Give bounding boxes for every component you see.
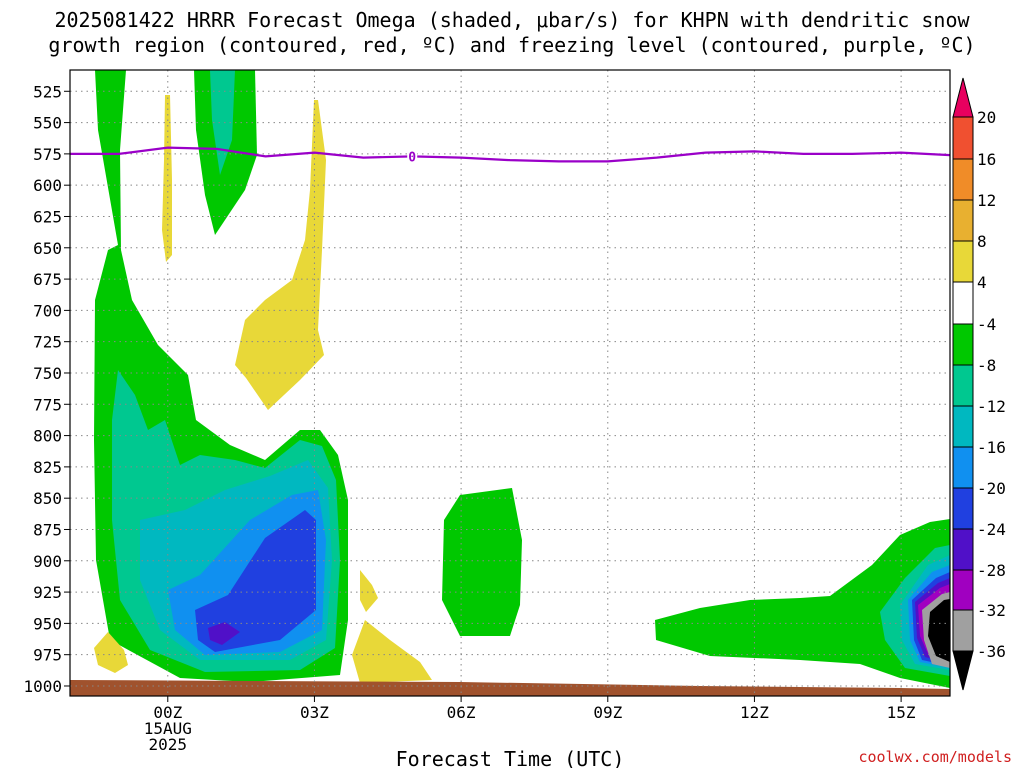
- colorbar-segment: [952, 609, 974, 652]
- colorbar-label: -20: [977, 479, 1006, 498]
- colorbar-cap-bottom: [952, 650, 974, 691]
- colorbar-label: 20: [977, 108, 996, 127]
- omega-region: [655, 519, 950, 688]
- colorbar: 20 16 12 8 4 -4 -8 -12 -16 -20 -24 -28 -32 -36: [952, 77, 1006, 691]
- x-tick-sublabel: 2025: [149, 735, 188, 754]
- colorbar-label: -16: [977, 438, 1006, 457]
- colorbar-segment: [952, 364, 974, 407]
- omega-region: [94, 632, 128, 673]
- colorbar-label: -24: [977, 520, 1006, 539]
- x-tick-label: 15Z: [887, 703, 916, 722]
- x-tick-label: 00Z: [153, 703, 182, 722]
- y-tick-label: 625: [33, 207, 62, 226]
- y-tick-label: 550: [33, 114, 62, 133]
- colorbar-segment: [952, 323, 974, 366]
- colorbar-segment: [952, 199, 974, 242]
- y-axis: 525 550 575 600 625 650 675 700 725 750 775 800 825 8…: [23, 82, 70, 696]
- colorbar-segment: [952, 487, 974, 530]
- colorbar-segment: [952, 569, 974, 611]
- x-tick-label: 03Z: [300, 703, 329, 722]
- y-tick-label: 775: [33, 395, 62, 414]
- y-tick-label: 925: [33, 583, 62, 602]
- surface-terrain: [70, 680, 950, 696]
- chart-title-line-2: growth region (contoured, red, ºC) and f…: [48, 33, 976, 57]
- y-tick-label: 675: [33, 270, 62, 289]
- colorbar-label: -32: [977, 601, 1006, 620]
- y-tick-label: 800: [33, 427, 62, 446]
- colorbar-segment: [952, 528, 974, 571]
- omega-region: [928, 599, 950, 662]
- y-tick-label: 650: [33, 239, 62, 258]
- y-tick-label: 575: [33, 145, 62, 164]
- y-tick-label: 750: [33, 364, 62, 383]
- omega-region: [360, 570, 378, 612]
- colorbar-segment: [952, 116, 974, 160]
- colorbar-label: -36: [977, 642, 1006, 661]
- colorbar-label: 8: [977, 232, 987, 251]
- colorbar-segment: [952, 281, 974, 325]
- x-tick-sublabel: 15AUG: [144, 719, 192, 738]
- y-tick-label: 1000: [23, 677, 62, 696]
- colorbar-label: -8: [977, 356, 996, 375]
- colorbar-segment: [952, 158, 974, 201]
- colorbar-label: -12: [977, 397, 1006, 416]
- site-credit: coolwx.com/models: [858, 748, 1012, 766]
- y-tick-label: 850: [33, 489, 62, 508]
- colorbar-cap-top: [952, 77, 974, 118]
- omega-region: [352, 620, 432, 683]
- colorbar-label: 4: [977, 273, 987, 292]
- omega-region: [208, 622, 240, 645]
- y-tick-label: 975: [33, 646, 62, 665]
- colorbar-segment: [952, 240, 974, 283]
- grid-lines: [70, 70, 950, 696]
- omega-shading: [70, 70, 950, 696]
- omega-region: [235, 100, 326, 410]
- x-tick-label: 06Z: [447, 703, 476, 722]
- freezing-level-label: 0: [408, 150, 416, 165]
- y-tick-label: 725: [33, 333, 62, 352]
- y-tick-label: 600: [33, 176, 62, 195]
- colorbar-label: -4: [977, 315, 996, 334]
- freezing-level-contour: 0: [70, 146, 951, 165]
- x-tick-label: 09Z: [593, 703, 622, 722]
- omega-region: [442, 488, 522, 636]
- y-tick-label: 950: [33, 614, 62, 633]
- y-tick-label: 825: [33, 458, 62, 477]
- colorbar-segment: [952, 405, 974, 448]
- y-tick-label: 875: [33, 520, 62, 539]
- colorbar-segment: [952, 446, 974, 489]
- x-tick-label: 12Z: [740, 703, 769, 722]
- freezing-level-label-bg: [407, 149, 418, 164]
- y-tick-label: 525: [33, 82, 62, 101]
- chart-title-line-1: 2025081422 HRRR Forecast Omega (shaded, …: [54, 8, 970, 32]
- y-tick-label: 700: [33, 301, 62, 320]
- omega-region: [195, 510, 316, 652]
- omega-region: [162, 95, 172, 262]
- freezing-level-line: [70, 146, 951, 163]
- y-tick-label: 900: [33, 552, 62, 571]
- colorbar-label: -28: [977, 561, 1006, 580]
- colorbar-label: 12: [977, 191, 996, 210]
- colorbar-label: 16: [977, 150, 996, 169]
- plot-frame: [69, 69, 951, 697]
- x-axis-title: Forecast Time (UTC): [396, 747, 625, 768]
